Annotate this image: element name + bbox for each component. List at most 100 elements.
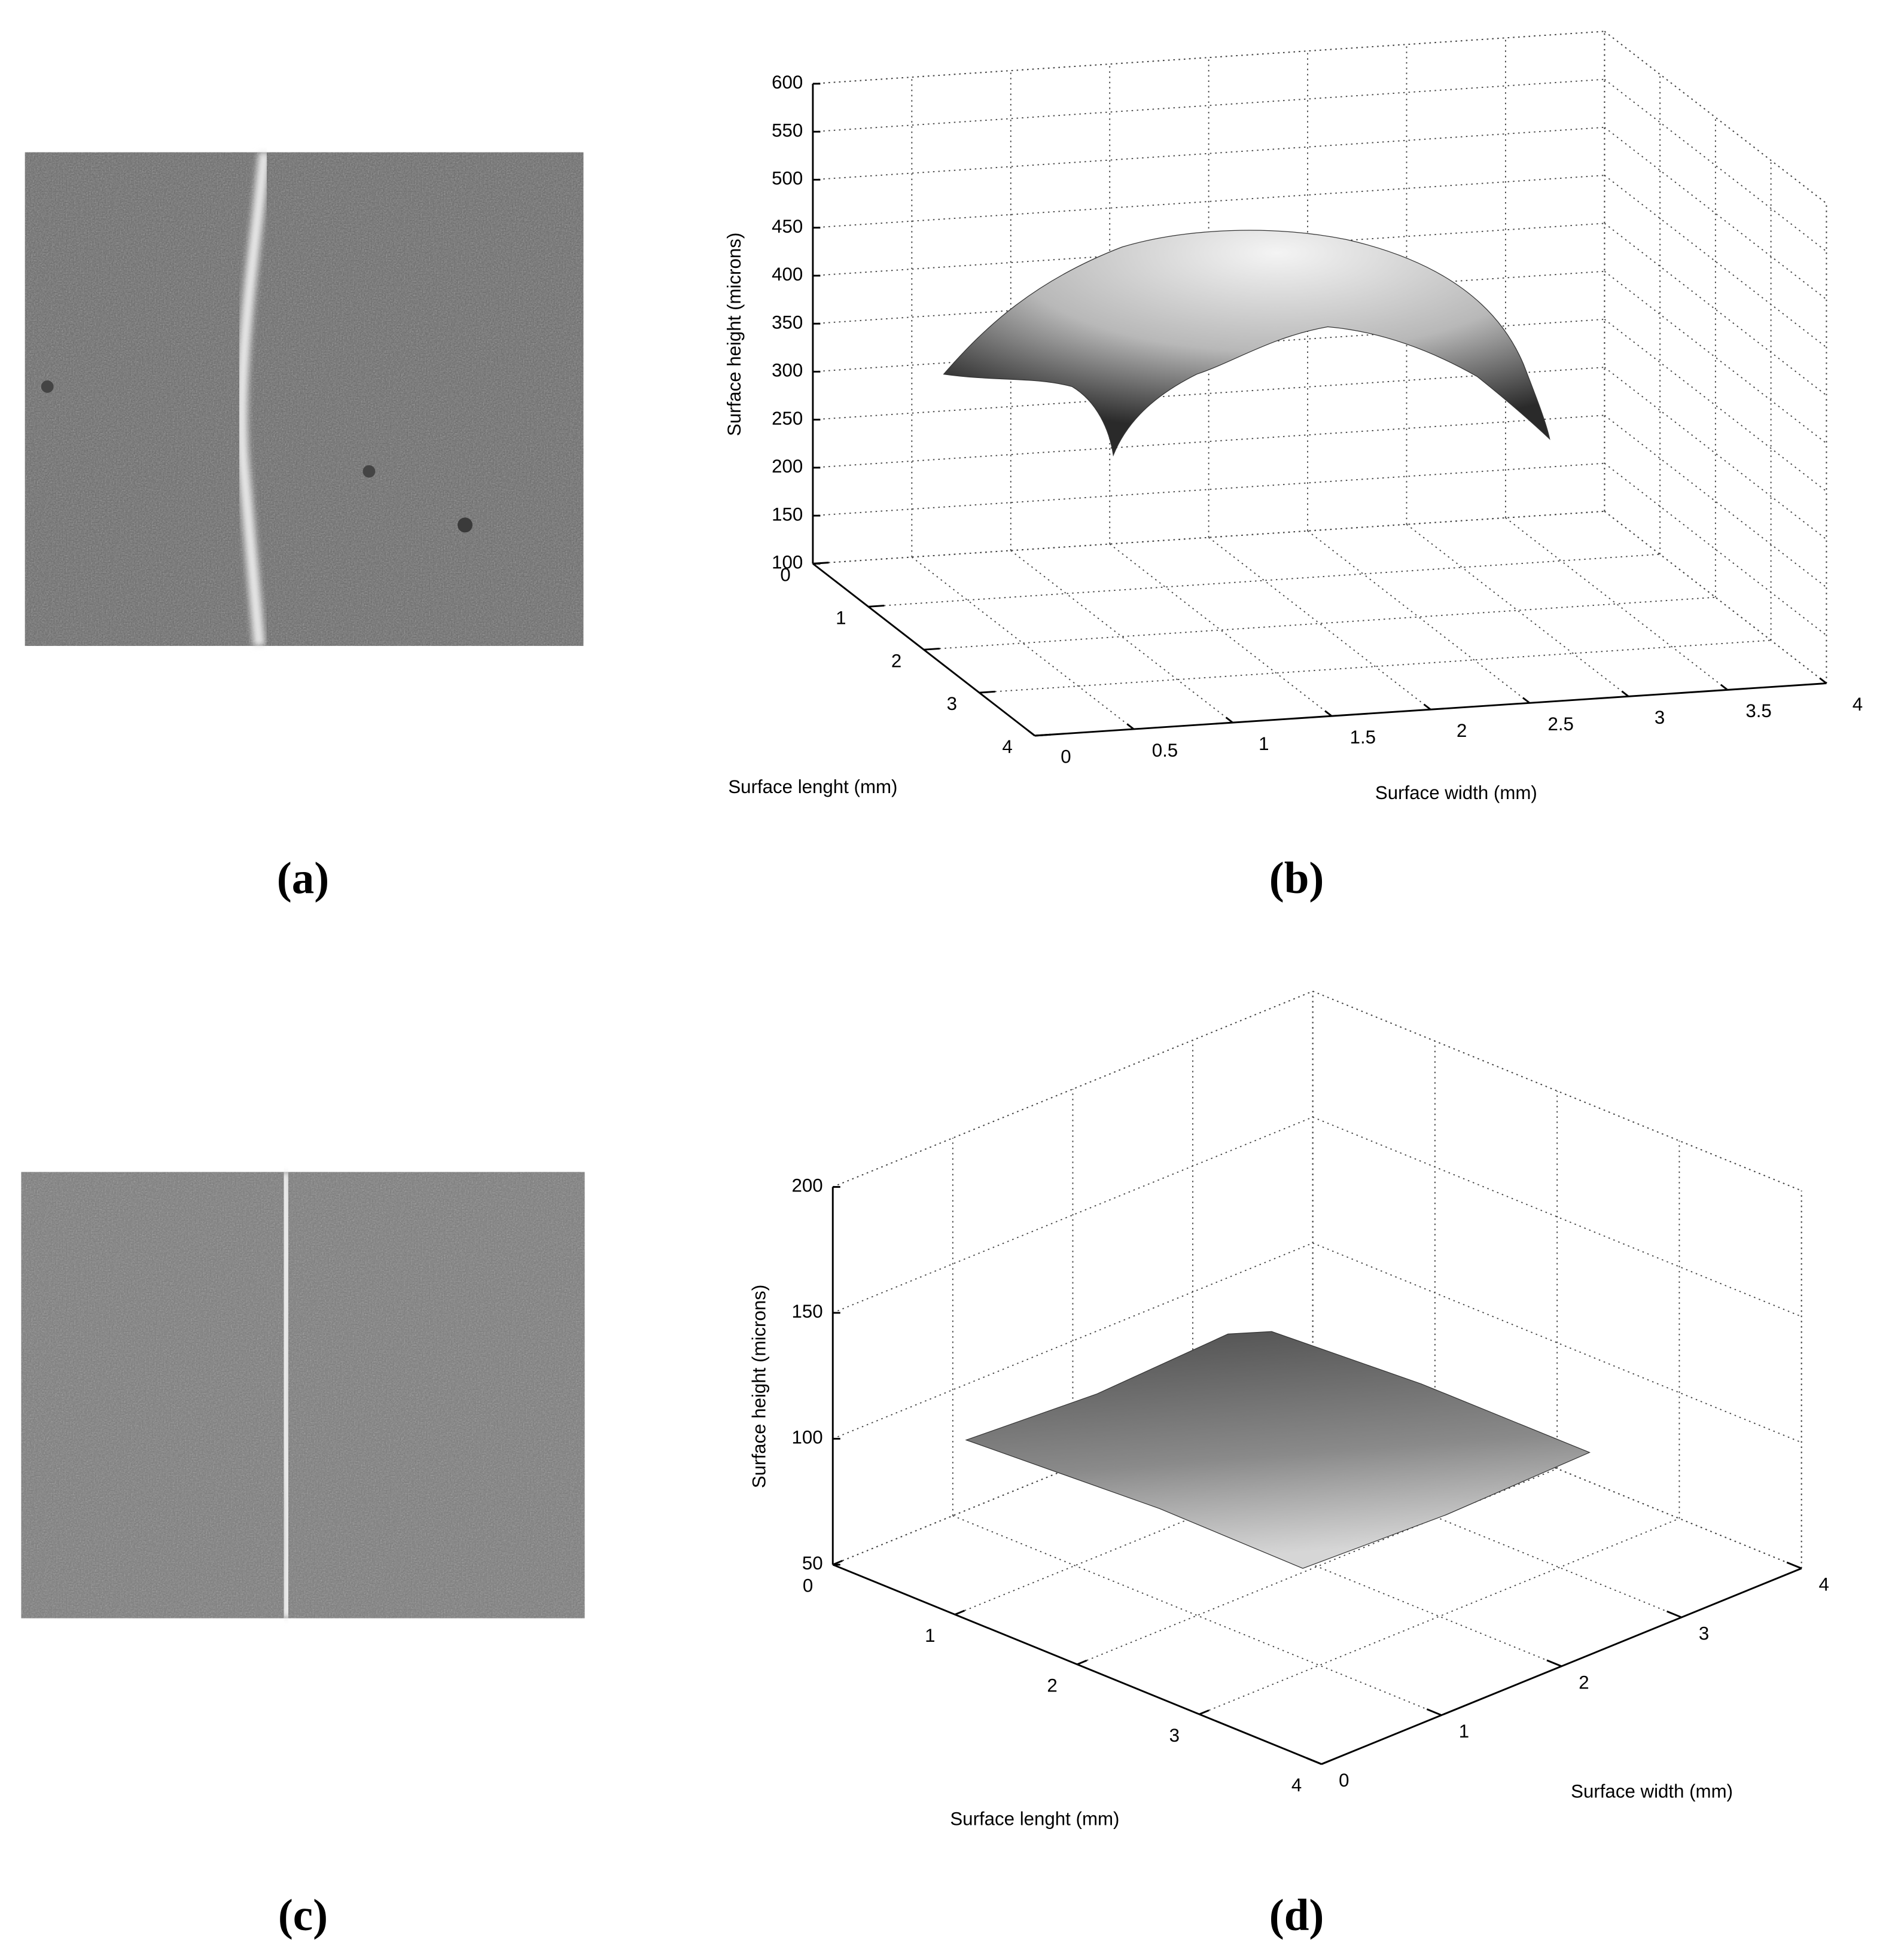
- axis-title: Surface width (mm): [1375, 782, 1537, 803]
- grid-line: [1312, 1368, 1802, 1569]
- y-tick-label: 500: [772, 168, 803, 189]
- x-tick-label: 0: [1339, 1770, 1349, 1791]
- grid-line: [1208, 537, 1431, 710]
- tick-mark: [1225, 717, 1233, 724]
- photo-c: [21, 1171, 585, 1618]
- grid-line: [1010, 550, 1233, 723]
- grid-line: [1312, 1116, 1802, 1318]
- axis-title: Surface height (microns): [724, 233, 745, 436]
- tick-mark: [1077, 1659, 1087, 1666]
- grid-line: [1604, 127, 1827, 300]
- x-tick-label: 2: [1457, 720, 1467, 741]
- x-tick-label: 3: [1699, 1623, 1709, 1644]
- tick-mark: [1423, 703, 1431, 711]
- tick-mark: [1546, 1659, 1562, 1668]
- y-tick-label: 600: [772, 72, 803, 93]
- x-tick-label: 4: [1819, 1574, 1829, 1595]
- panel-label: (b): [1269, 854, 1324, 903]
- tick-mark: [1819, 677, 1827, 684]
- grid-line: [812, 78, 1605, 133]
- x-tick-label: 2: [1579, 1672, 1589, 1693]
- tick-mark: [1621, 690, 1629, 697]
- tick-mark: [1324, 710, 1333, 717]
- y-tick-label: 150: [791, 1301, 822, 1322]
- grid-line: [812, 222, 1605, 276]
- plot-b: 100 150 200 250 300 350 400 450 500 550 600 0 1 2 3 4 0 0…: [772, 31, 1863, 767]
- grid-line: [1073, 1466, 1562, 1667]
- tick-mark: [1786, 1561, 1802, 1569]
- x-tick-label: 3.5: [1745, 700, 1771, 721]
- grid-line: [812, 31, 1605, 84]
- x-tick-label: 0.5: [1152, 740, 1178, 761]
- grid-line: [812, 462, 1605, 517]
- x-tick-label: 1: [836, 607, 846, 628]
- x-tick-label: 1: [925, 1625, 935, 1646]
- axis-title: Surface lenght (mm): [950, 1809, 1119, 1830]
- tick-mark: [1720, 684, 1728, 691]
- y-tick-label: 350: [772, 312, 803, 333]
- tick-mark: [979, 690, 995, 694]
- grid-line: [812, 126, 1605, 181]
- x-tick-label: 0: [1061, 746, 1071, 767]
- y-tick-label: 100: [772, 552, 803, 573]
- x-tick-label: 1: [1459, 1721, 1469, 1742]
- grid-line: [812, 367, 1605, 420]
- x-tick-label: 2: [1047, 1675, 1057, 1696]
- axis-title: Surface lenght (mm): [728, 776, 897, 797]
- y-tick-label: 250: [772, 408, 803, 429]
- panel-label: (c): [278, 1891, 328, 1940]
- surface: [943, 230, 1550, 457]
- y-tick-label: 100: [791, 1427, 822, 1448]
- x-tick-label: 1: [1259, 733, 1269, 754]
- grid-line: [812, 175, 1605, 228]
- grid-line: [868, 553, 1661, 608]
- tick-mark: [832, 1560, 843, 1566]
- y-tick-label: 150: [772, 504, 803, 525]
- grid-line: [812, 510, 1605, 565]
- y-tick-label: 300: [772, 360, 803, 381]
- axis-line: [1321, 1567, 1802, 1765]
- panel-label: (a): [277, 854, 329, 903]
- grid-line: [1604, 414, 1827, 588]
- axis-line: [812, 563, 1035, 737]
- y-tick-label: 550: [772, 120, 803, 141]
- y-tick-label: 200: [791, 1175, 822, 1196]
- grid-line: [1312, 990, 1802, 1191]
- x-tick-label: 0: [780, 564, 790, 585]
- tick-mark: [924, 647, 940, 651]
- tick-mark: [1522, 697, 1530, 704]
- grid-line: [924, 596, 1716, 651]
- x-tick-label: 2.5: [1547, 714, 1573, 734]
- surface: [965, 1331, 1591, 1569]
- x-tick-label: 4: [1291, 1775, 1302, 1796]
- grid-line: [1505, 517, 1728, 691]
- grid-line: [1192, 1417, 1682, 1618]
- x-tick-label: 0: [803, 1575, 813, 1596]
- photo-a: [25, 151, 584, 647]
- x-tick-label: 3: [1169, 1725, 1180, 1746]
- y-tick-label: 50: [802, 1553, 823, 1574]
- x-tick-label: 2: [891, 650, 901, 671]
- axis-line: [1034, 682, 1827, 737]
- tick-mark: [1666, 1610, 1682, 1618]
- axis-title: Surface width (mm): [1571, 1781, 1733, 1802]
- x-tick-label: 3: [947, 693, 957, 714]
- grid-line: [812, 270, 1605, 325]
- grid-line: [1604, 270, 1827, 444]
- x-tick-label: 4: [1002, 736, 1012, 757]
- grid-line: [1406, 523, 1629, 697]
- grid-line: [1307, 530, 1530, 704]
- grid-line: [952, 1515, 1442, 1716]
- axis-title: Surface height (microns): [749, 1285, 770, 1488]
- y-tick-label: 400: [772, 264, 803, 285]
- axis-line: [832, 1563, 1322, 1765]
- x-tick-label: 3: [1655, 707, 1665, 728]
- tick-mark: [954, 1610, 965, 1615]
- tick-mark: [1426, 1708, 1442, 1717]
- y-tick-label: 450: [772, 216, 803, 237]
- tick-mark: [868, 605, 885, 608]
- grid-line: [979, 639, 1771, 694]
- panel-label: (d): [1269, 1891, 1324, 1940]
- grid-line: [1312, 1242, 1802, 1443]
